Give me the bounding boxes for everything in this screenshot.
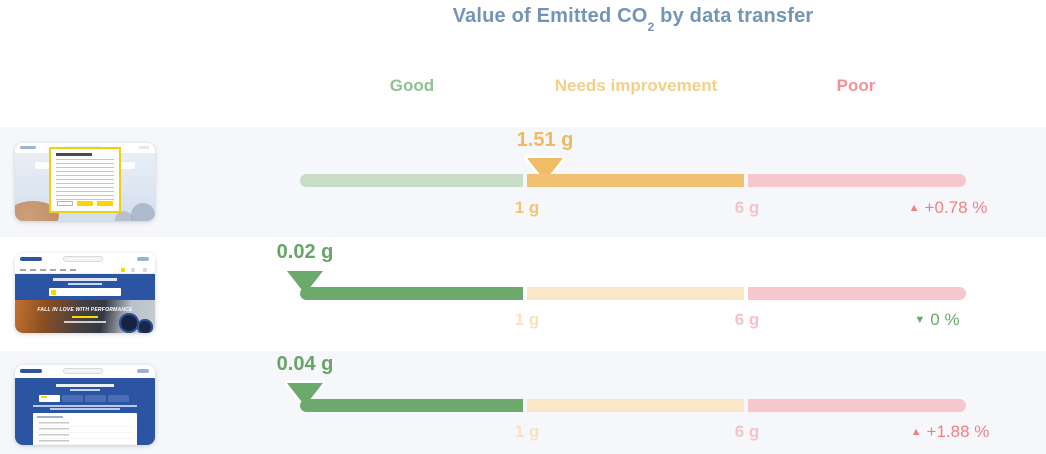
zone-label-needs-improvement: Needs improvement [554,76,718,95]
thumb1-tire-image [131,203,155,221]
thumb2-search-bar [63,256,103,262]
row1-needs-improvement-segment [527,174,744,187]
thumb2-banner-subline [72,316,98,318]
row2-needs-improvement-segment [527,287,744,300]
thumb3-blue-body [15,378,155,445]
zone-label-good: Good [389,76,435,95]
thumb3-tab-row [39,395,131,402]
row2-change-indicator: ▼ 0 % [914,310,959,330]
thumb2-hero-heading-line [53,278,117,281]
thumb2-account-icon [121,268,125,272]
row3-needs-improvement-segment [527,399,744,412]
thumb2-blue-hero-section [15,274,155,300]
thumb3-search-bar [63,368,103,374]
thumb3-site-header [15,365,155,378]
row3-marker-icon [284,380,326,409]
thumb1-header-menu [139,146,149,149]
thumb1-decline-button [57,201,73,206]
row1-marker-icon [524,155,566,184]
row1-good-segment [300,174,523,187]
thumb1-settings-button [97,201,113,206]
trend-down-icon: ▼ [914,314,926,326]
thumbnail-homepage[interactable]: FALL IN LOVE WITH PERFORMANCE [15,253,155,333]
thumb3-panel-list-lines [39,422,69,445]
row2-tick-1g: 1 g [514,310,540,329]
thumbnail-cookie-consent-page[interactable] [15,143,155,221]
row3-tick-1g: 1 g [514,422,540,441]
thumb2-tire-image-small [137,319,153,333]
thumb3-subheading-line [70,389,100,391]
thumb2-photo-banner: FALL IN LOVE WITH PERFORMANCE [15,300,155,333]
title-subscript: 2 [647,20,655,34]
row2-marker-icon [284,268,326,297]
thumb1-dialog-text-lines [56,159,114,201]
thumb2-banner-headline: FALL IN LOVE WITH PERFORMANCE [37,307,133,313]
thumb2-tyre-search-box [49,288,121,296]
row3-change-value: +1.88 % [926,422,990,441]
title-text-suffix: by data transfer [654,5,814,27]
thumb3-tab [108,395,129,402]
row1-tick-1g: 1 g [514,198,540,217]
row1-tick-6g: 6 g [734,198,760,217]
row3-poor-segment [748,399,966,412]
row3-change-indicator: ▲ +1.88 % [911,422,990,442]
thumb1-tire-image-small [115,211,133,221]
row2-tick-6g: 6 g [734,310,760,329]
row3-good-segment [300,399,523,412]
thumb2-banner-caption-line [64,321,106,323]
row1-poor-segment [748,174,966,187]
row2-poor-segment [748,287,966,300]
thumb3-panel-title-line [37,416,63,418]
thumbnail-search-results-page[interactable] [15,365,155,445]
thumb3-description-line [33,405,137,407]
thumb1-accept-button [77,201,93,206]
thumb1-cookie-consent-dialog [49,147,121,213]
thumb3-results-panel [33,413,137,445]
row1-change-value: +0.78 % [924,198,988,217]
thumb2-nav-links [20,269,76,271]
row2-change-value: 0 % [930,310,960,329]
row1-change-indicator: ▲ +0.78 % [909,198,988,218]
thumb2-header-menu [137,257,149,261]
row3-co2-value: 0.04 g [276,353,334,375]
title-text: Value of Emitted CO [452,5,648,27]
thumb3-description-line-2 [50,408,120,410]
thumb3-tab [85,395,106,402]
thumb3-michelin-logo [20,369,42,373]
thumb3-tab [62,395,83,402]
thumb2-basket-icon [131,268,135,272]
row2-good-segment [300,287,523,300]
row2-co2-value: 0.02 g [276,241,334,263]
thumb2-search-icon [51,289,56,295]
thumb2-nav-bar [15,266,155,274]
thumb3-heading-line [56,384,114,387]
thumb1-site-logo [20,146,36,149]
thumb2-dealer-icon [143,268,147,272]
trend-up-icon: ▲ [910,426,922,438]
thumb1-dialog-title [56,153,92,156]
thumb3-active-tab [39,395,60,402]
thumb2-michelin-logo [20,257,42,261]
thumb2-site-header [15,253,155,266]
thumb2-tire-image [119,313,139,333]
thumb1-landscape-image [15,201,59,221]
row3-tick-6g: 6 g [734,422,760,441]
thumb2-hero-subheading-line [68,283,102,285]
row1-co2-value: 1.51 g [516,129,574,151]
page-title: Value of Emitted CO2 by data transfer [300,5,966,34]
trend-up-icon: ▲ [908,202,920,214]
zone-label-poor: Poor [836,76,876,95]
thumb3-header-menu [137,369,149,373]
